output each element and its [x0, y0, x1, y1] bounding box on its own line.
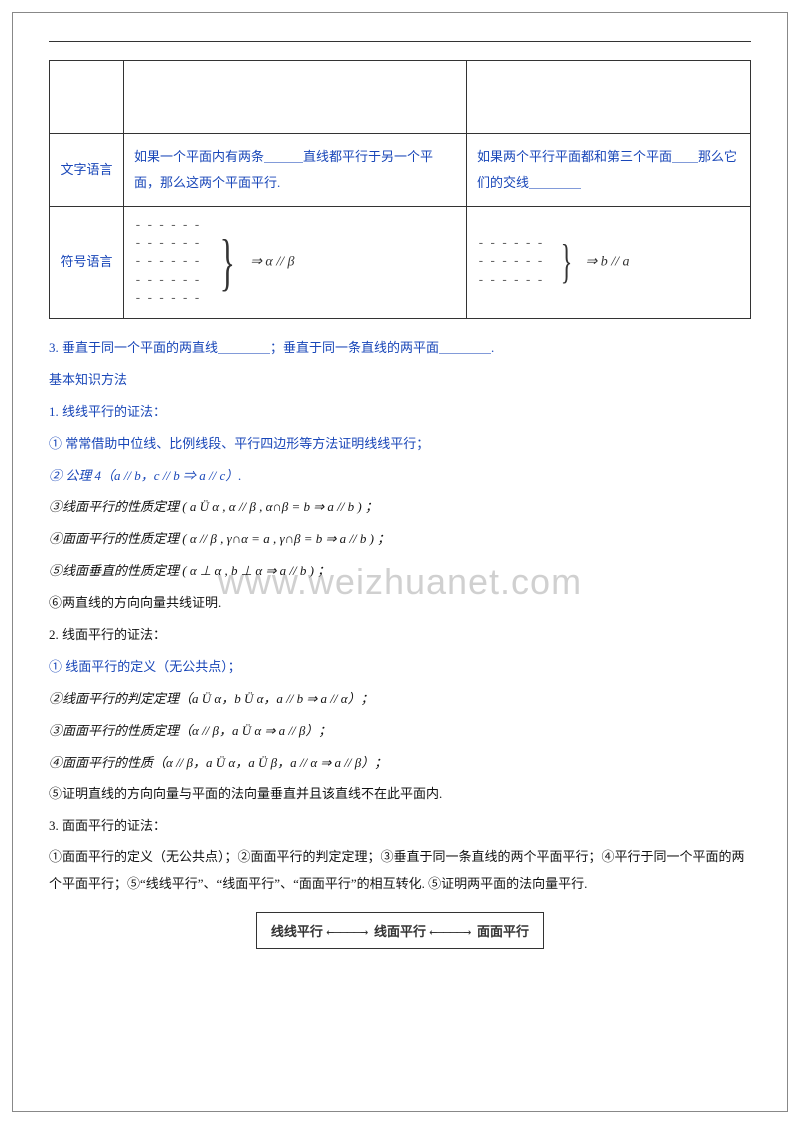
- s1-item-4: ④面面平行的性质定理 ( α // β , γ∩α = a , γ∩β = b …: [49, 524, 751, 554]
- s2-item-2: ②线面平行的判定定理（a Ü α，b Ü α，a // b ⇒ a // α）；: [49, 684, 751, 714]
- brace-expression-1: ------------------------------ } ⇒ α // …: [134, 217, 295, 308]
- cell-blank-2: [466, 61, 750, 134]
- parallel-diagram: 线线平行 ←————→ 线面平行 ←————→ 面面平行: [256, 912, 544, 949]
- section-3-line: 3. 垂直于同一个平面的两直线＿＿＿＿；垂直于同一条直线的两平面＿＿＿＿.: [49, 333, 751, 363]
- diagram-node-2: 线面平行: [374, 924, 426, 939]
- cell-text-label: 文字语言: [50, 134, 124, 207]
- s2-item-4: ④面面平行的性质（α // β，a Ü α，a Ü β，a // α ⇒ a /…: [49, 748, 751, 778]
- s1-item-6: ⑥两直线的方向向量共线证明.: [49, 588, 751, 618]
- top-rule: [49, 41, 751, 42]
- s2-item-1: ① 线面平行的定义（无公共点）；: [49, 652, 751, 682]
- arrow-icon: ←————→: [429, 925, 477, 940]
- cell-blank-label: [50, 61, 124, 134]
- s1-item-1: ① 常常借助中位线、比例线段、平行四边形等方法证明线线平行；: [49, 429, 751, 459]
- implies-2: ⇒ b // a: [585, 254, 629, 269]
- s1-item-3: ③线面平行的性质定理 ( a Ü α , α // β , α∩β = b ⇒ …: [49, 492, 751, 522]
- content-area: 文字语言 如果一个平面内有两条＿＿＿直线都平行于另一个平面，那么这两个平面平行.…: [49, 60, 751, 949]
- s1-item-2: ② 公理 4（a // b，c // b ⇒ a // c）.: [49, 461, 751, 491]
- s2-item-5: ⑤证明直线的方向向量与平面的法向量垂直并且该直线不在此平面内.: [49, 779, 751, 809]
- cell-symbol-2: ------------------ } ⇒ b // a: [466, 207, 750, 319]
- arrow-icon: ←————→: [326, 925, 374, 940]
- s1-title: 1. 线线平行的证法：: [49, 397, 751, 427]
- basic-methods-title: 基本知识方法: [49, 365, 751, 395]
- diagram-node-3: 面面平行: [477, 924, 529, 939]
- table-row-blank: [50, 61, 751, 134]
- implies-1: ⇒ α // β: [250, 254, 294, 269]
- table-row-symbol: 符号语言 ------------------------------ } ⇒ …: [50, 207, 751, 319]
- s2-item-3: ③面面平行的性质定理（α // β，a Ü α ⇒ a // β）；: [49, 716, 751, 746]
- diagram-wrapper: 线线平行 ←————→ 线面平行 ←————→ 面面平行: [49, 912, 751, 949]
- dash-lines-1: ------------------------------: [134, 217, 205, 308]
- diagram-node-1: 线线平行: [271, 924, 323, 939]
- brace-expression-2: ------------------ } ⇒ b // a: [477, 235, 630, 290]
- s3-title: 3. 面面平行的证法：: [49, 811, 751, 841]
- cell-text-1: 如果一个平面内有两条＿＿＿直线都平行于另一个平面，那么这两个平面平行.: [124, 134, 467, 207]
- document-page: www.weizhuanet.com 文字语言 如果一个平面内有两条＿＿＿直线都…: [12, 12, 788, 1112]
- brace-icon: }: [220, 230, 235, 294]
- s1-item-5: ⑤线面垂直的性质定理 ( α ⊥ α , b ⊥ α ⇒ a // b ) ；: [49, 556, 751, 586]
- cell-symbol-label: 符号语言: [50, 207, 124, 319]
- table-row-text: 文字语言 如果一个平面内有两条＿＿＿直线都平行于另一个平面，那么这两个平面平行.…: [50, 134, 751, 207]
- cell-blank-1: [124, 61, 467, 134]
- cell-text-2: 如果两个平行平面都和第三个平面＿＿那么它们的交线＿＿＿＿: [466, 134, 750, 207]
- definition-table: 文字语言 如果一个平面内有两条＿＿＿直线都平行于另一个平面，那么这两个平面平行.…: [49, 60, 751, 319]
- brace-icon: }: [561, 238, 573, 286]
- dash-lines-2: ------------------: [477, 235, 548, 290]
- cell-symbol-1: ------------------------------ } ⇒ α // …: [124, 207, 467, 319]
- s3-body: ①面面平行的定义（无公共点）；②面面平行的判定定理；③垂直于同一条直线的两个平面…: [49, 843, 751, 898]
- s2-title: 2. 线面平行的证法：: [49, 620, 751, 650]
